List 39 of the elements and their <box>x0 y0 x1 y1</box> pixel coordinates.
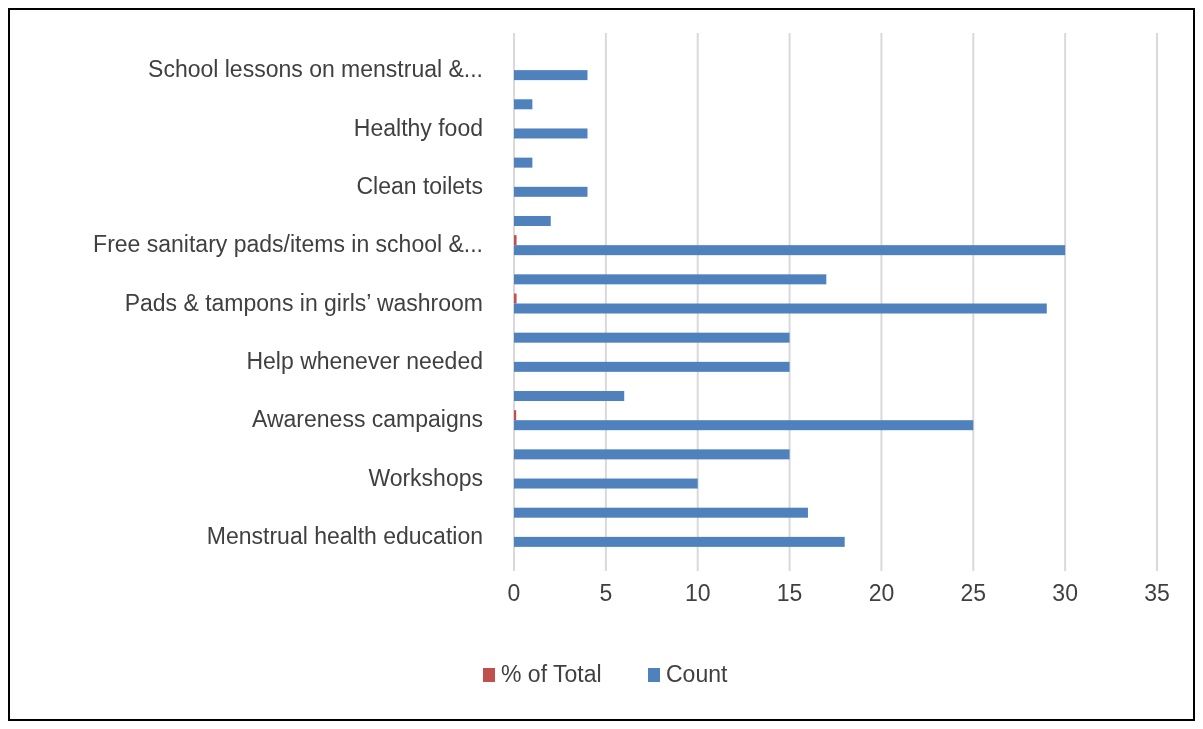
bar <box>514 536 845 547</box>
y-tick-label: Free sanitary pads/items in school &... <box>93 231 483 258</box>
bar <box>514 274 827 285</box>
bar <box>514 420 974 431</box>
y-tick-label: Clean toilets <box>356 172 483 199</box>
bar <box>514 128 588 139</box>
bar <box>514 303 1047 314</box>
y-tick-label: School lessons on menstrual &... <box>148 56 483 83</box>
bar <box>514 99 533 110</box>
bar <box>514 449 790 460</box>
legend-label: % of Total <box>501 661 602 688</box>
bar <box>514 235 517 246</box>
y-tick-label: Pads & tampons in girls’ washroom <box>124 289 483 316</box>
bar <box>514 186 588 197</box>
x-tick-label: 15 <box>776 580 803 606</box>
bar <box>514 507 808 518</box>
y-tick-label: Menstrual health education <box>206 522 483 549</box>
bar <box>514 157 533 168</box>
bar <box>514 332 790 343</box>
x-tick-label: 20 <box>868 580 895 606</box>
bar <box>514 361 790 372</box>
y-tick-label: Awareness campaigns <box>252 406 483 433</box>
y-tick-label: Healthy food <box>353 114 483 141</box>
x-tick-label: 0 <box>507 580 521 606</box>
bar <box>514 245 1066 256</box>
bar <box>514 70 588 81</box>
x-tick-label: 35 <box>1144 580 1170 606</box>
bar <box>514 391 625 402</box>
x-tick-label: 25 <box>960 580 987 606</box>
bar <box>514 478 698 489</box>
bar <box>514 293 517 304</box>
bar <box>514 410 517 421</box>
x-tick-label: 30 <box>1052 580 1078 606</box>
x-tick-label: 10 <box>684 580 711 606</box>
bar <box>514 215 551 226</box>
y-tick-label: Help whenever needed <box>246 347 483 374</box>
legend-label: Count <box>666 661 728 688</box>
x-tick-label: 5 <box>599 580 613 606</box>
y-tick-label: Workshops <box>368 464 483 491</box>
